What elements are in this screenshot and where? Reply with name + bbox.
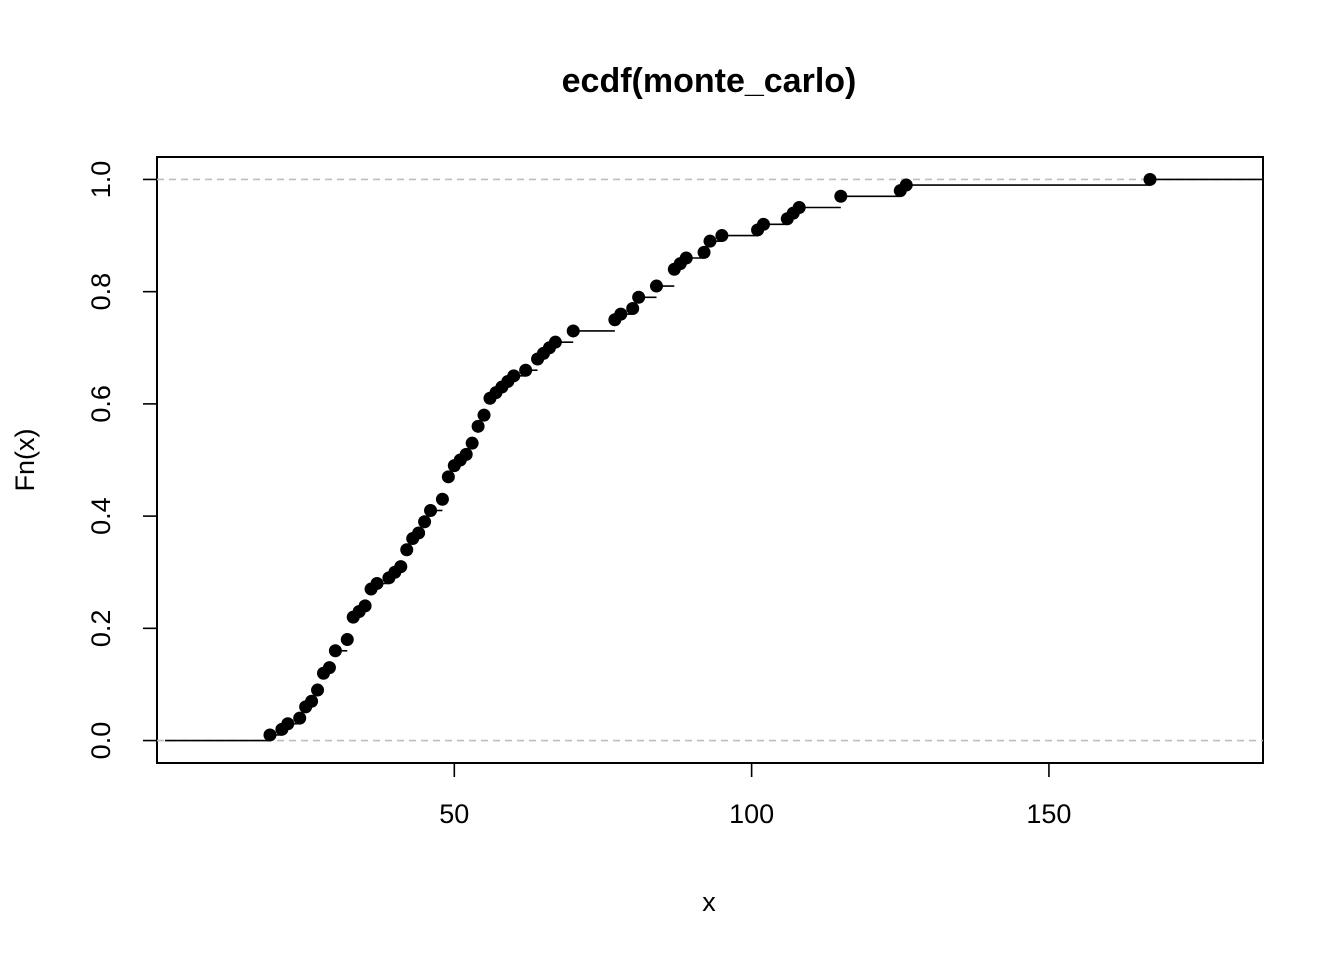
ecdf-point — [400, 543, 414, 557]
ecdf-point — [703, 234, 717, 248]
ecdf-point — [418, 515, 432, 529]
ecdf-point — [322, 661, 336, 675]
ecdf-point — [697, 245, 711, 259]
x-axis: 50 100 150 — [439, 763, 1071, 829]
reference-lines — [157, 178, 1263, 742]
y-axis-label: Fn(x) — [10, 429, 40, 492]
ecdf-steps — [165, 178, 1263, 742]
x-tick-label: 150 — [1026, 799, 1071, 829]
ecdf-point — [358, 599, 372, 613]
ecdf-point — [519, 363, 533, 377]
ecdf-point — [649, 279, 663, 293]
y-tick-label: 0.0 — [86, 722, 116, 760]
y-tick-label: 1.0 — [86, 161, 116, 199]
ecdf-point — [424, 504, 438, 517]
ecdf-point — [370, 576, 384, 590]
ecdf-point — [899, 178, 913, 192]
ecdf-point — [834, 189, 848, 203]
ecdf-point — [614, 307, 628, 321]
ecdf-point — [328, 644, 342, 658]
ecdf-point — [792, 201, 806, 214]
y-tick-label: 0.6 — [86, 385, 116, 423]
ecdf-point — [548, 335, 562, 349]
y-tick-label: 0.2 — [86, 610, 116, 648]
ecdf-point — [263, 728, 277, 742]
ecdf-point — [441, 470, 455, 484]
plot-area-frame — [156, 156, 1264, 764]
x-tick-label: 50 — [439, 799, 469, 829]
x-axis-label: x — [702, 887, 716, 917]
ecdf-point — [305, 694, 319, 708]
y-tick-label: 0.4 — [86, 497, 116, 535]
ecdf-point — [507, 369, 521, 383]
ecdf-point — [757, 217, 771, 231]
ecdf-point — [412, 526, 426, 540]
ecdf-points — [263, 172, 1157, 742]
ecdf-point — [340, 633, 354, 647]
x-tick-label: 100 — [729, 799, 774, 829]
ecdf-point — [471, 419, 485, 433]
ecdf-point — [281, 717, 295, 731]
y-axis: 0.0 0.2 0.4 0.6 0.8 1.0 — [86, 161, 157, 760]
y-tick-label: 0.8 — [86, 273, 116, 311]
ecdf-point — [293, 711, 307, 725]
ecdf-point — [435, 492, 449, 506]
ecdf-point — [566, 324, 580, 338]
ecdf-point — [632, 290, 646, 304]
ecdf-point — [311, 683, 325, 697]
ecdf-point — [1143, 172, 1157, 186]
ecdf-point — [679, 251, 693, 265]
ecdf-point — [465, 436, 479, 450]
chart-title: ecdf(monte_carlo) — [562, 62, 857, 100]
ecdf-point — [459, 447, 473, 461]
ecdf-point — [477, 408, 491, 422]
ecdf-point — [394, 560, 408, 574]
ecdf-point — [715, 229, 729, 243]
ecdf-point — [626, 302, 640, 315]
